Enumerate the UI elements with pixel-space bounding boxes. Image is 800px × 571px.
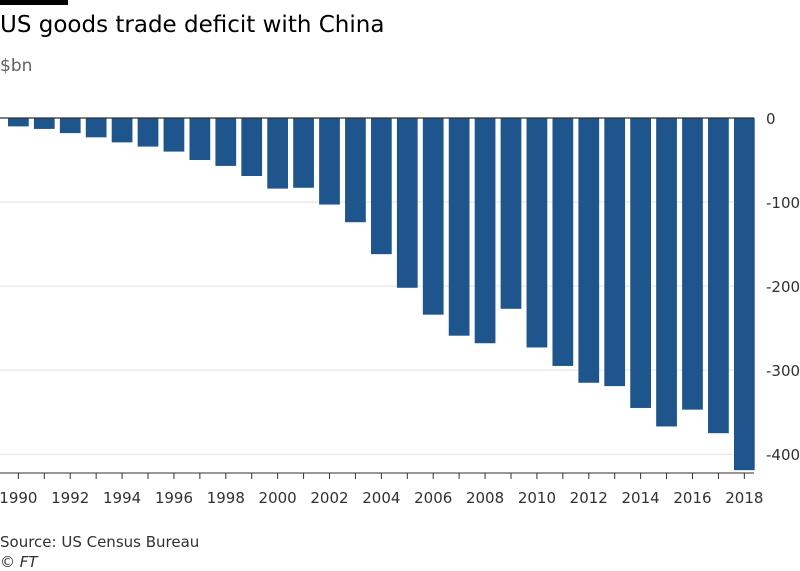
bar-2004 [370, 118, 392, 255]
bar-2001 [293, 118, 314, 188]
x-tick-label: 2010 [518, 489, 556, 507]
x-tick-label: 1992 [51, 489, 89, 507]
x-tick-label: 1996 [155, 489, 193, 507]
x-tick-label: 2000 [259, 489, 297, 507]
bar-2006 [422, 118, 444, 315]
source-note: Source: US Census Bureau [0, 533, 200, 551]
bar-2010 [526, 118, 548, 348]
bar-2012 [578, 118, 600, 383]
bar-1999 [241, 118, 263, 176]
x-tick-label: 1994 [103, 489, 141, 507]
bar-2000 [267, 118, 289, 189]
y-tick-label: -200 [766, 278, 800, 296]
bar-1993 [85, 118, 107, 138]
x-tick-label: 2004 [362, 489, 400, 507]
y-tick-label: 0 [766, 110, 776, 128]
bar-2007 [448, 118, 470, 336]
x-tick-label: 1990 [0, 489, 37, 507]
bar-1994 [111, 118, 133, 143]
x-tick-label: 2014 [622, 489, 660, 507]
bar-2011 [552, 118, 574, 366]
chart-title: US goods trade deficit with China [0, 12, 385, 38]
chart-subtitle-unit: $bn [0, 56, 33, 76]
bar-2013 [604, 118, 626, 387]
y-tick-label: -300 [766, 362, 800, 380]
y-tick-label: -400 [766, 446, 800, 464]
x-tick-label: 2012 [570, 489, 608, 507]
x-tick-label: 2018 [725, 489, 763, 507]
copyright-credit: © FT [0, 553, 38, 571]
bar-1991 [33, 118, 55, 129]
bar-2002 [319, 118, 340, 205]
bar-1990 [8, 118, 29, 127]
bar-1992 [59, 118, 81, 134]
brand-accent-bar [0, 0, 68, 5]
x-tick-label: 2002 [310, 489, 348, 507]
bar-1998 [215, 118, 237, 166]
bar-2003 [345, 118, 366, 223]
y-tick-label: -100 [766, 194, 800, 212]
x-tick-label: 2006 [414, 489, 452, 507]
bar-1995 [137, 118, 159, 147]
bar-2016 [682, 118, 703, 410]
bar-2008 [474, 118, 496, 344]
bar-2018 [733, 118, 755, 471]
bar-2017 [708, 118, 729, 434]
bar-2014 [630, 118, 651, 408]
x-tick-label: 1998 [207, 489, 245, 507]
bar-2015 [656, 118, 677, 427]
bar-2005 [396, 118, 418, 288]
x-tick-label: 2016 [673, 489, 711, 507]
x-tick-label: 2008 [466, 489, 504, 507]
bar-1996 [163, 118, 185, 152]
bar-chart: 0 -100 -200 -300 -400 1990 1992 1994 1996 1998 200… [0, 110, 800, 507]
bar-2009 [500, 118, 522, 309]
bar-1997 [189, 118, 211, 161]
